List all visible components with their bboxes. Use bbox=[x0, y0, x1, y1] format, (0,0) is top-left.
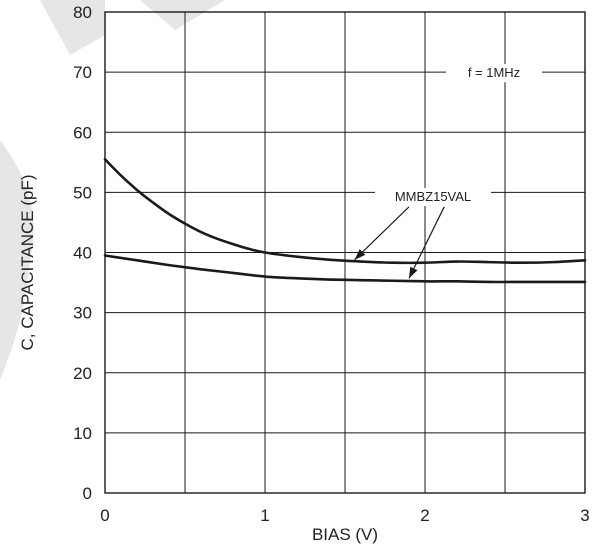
device-label-background bbox=[375, 187, 491, 206]
device-arrowhead-upper-curve bbox=[354, 249, 366, 260]
y-axis-label: C, CAPACITANCE (pF) bbox=[18, 175, 37, 351]
x-tick-label: 1 bbox=[260, 506, 269, 525]
y-tick-label: 0 bbox=[83, 484, 92, 503]
series-line-2 bbox=[103, 254, 587, 284]
grid bbox=[105, 12, 585, 493]
y-tick-label: 30 bbox=[73, 304, 92, 323]
x-axis-label: BIAS (V) bbox=[312, 525, 378, 544]
device-arrow-lower-curve bbox=[408, 206, 445, 279]
frequency-annotation: f = 1MHz bbox=[468, 65, 520, 80]
y-tick-label: 80 bbox=[73, 3, 92, 22]
y-tick-label: 50 bbox=[73, 183, 92, 202]
device-annotation: MMBZ15VAL bbox=[395, 189, 471, 204]
y-tick-label: 60 bbox=[73, 123, 92, 142]
annotations: f = 1MHz MMBZ15VAL bbox=[354, 64, 542, 279]
x-tick-label: 2 bbox=[420, 506, 429, 525]
device-arrowhead-lower-curve bbox=[409, 266, 418, 279]
frequency-label-background bbox=[446, 64, 542, 83]
series-layer bbox=[103, 158, 587, 284]
watermark-decoration bbox=[0, 0, 225, 380]
y-tick-label: 40 bbox=[73, 244, 92, 263]
plot-frame bbox=[104, 11, 586, 494]
y-tick-label: 10 bbox=[73, 424, 92, 443]
y-tick-label: 70 bbox=[73, 63, 92, 82]
x-tick-label: 3 bbox=[580, 506, 589, 525]
series-line-1 bbox=[103, 158, 587, 265]
device-arrow-upper-curve bbox=[354, 206, 410, 261]
y-tick-label: 20 bbox=[73, 364, 92, 383]
x-tick-label: 0 bbox=[100, 506, 109, 525]
